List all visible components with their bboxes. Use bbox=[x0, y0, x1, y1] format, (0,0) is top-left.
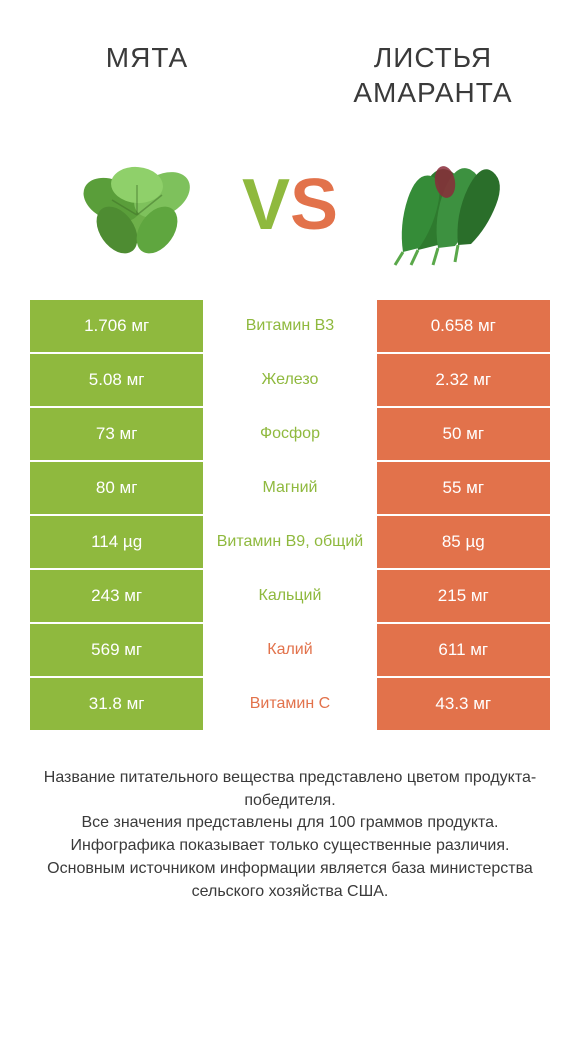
table-row: 31.8 мгВитамин C43.3 мг bbox=[30, 678, 550, 730]
left-value-cell: 114 µg bbox=[30, 516, 203, 568]
right-product-image bbox=[363, 140, 523, 270]
table-row: 80 мгМагний55 мг bbox=[30, 462, 550, 514]
amaranth-icon bbox=[395, 165, 500, 265]
left-value-cell: 243 мг bbox=[30, 570, 203, 622]
right-value-cell: 2.32 мг bbox=[377, 354, 550, 406]
left-value-cell: 31.8 мг bbox=[30, 678, 203, 730]
vs-v-letter: V bbox=[242, 165, 290, 245]
footer-line: Название питательного вещества представл… bbox=[30, 767, 550, 812]
table-row: 114 µgВитамин B9, общий85 µg bbox=[30, 516, 550, 568]
right-value-cell: 43.3 мг bbox=[377, 678, 550, 730]
nutrient-label-cell: Фосфор bbox=[203, 408, 376, 460]
nutrient-label-cell: Витамин B3 bbox=[203, 300, 376, 352]
right-value-cell: 215 мг bbox=[377, 570, 550, 622]
right-value-cell: 55 мг bbox=[377, 462, 550, 514]
left-value-cell: 1.706 мг bbox=[30, 300, 203, 352]
nutrient-label-cell: Кальций bbox=[203, 570, 376, 622]
comparison-table: 1.706 мгВитамин B30.658 мг5.08 мгЖелезо2… bbox=[0, 300, 580, 730]
vs-label: VS bbox=[242, 169, 338, 241]
left-value-cell: 80 мг bbox=[30, 462, 203, 514]
header: МЯТА ЛИСТЬЯ АМАРАНТА bbox=[0, 0, 580, 120]
right-value-cell: 50 мг bbox=[377, 408, 550, 460]
table-row: 73 мгФосфор50 мг bbox=[30, 408, 550, 460]
left-value-cell: 569 мг bbox=[30, 624, 203, 676]
left-value-cell: 73 мг bbox=[30, 408, 203, 460]
vs-row: VS bbox=[0, 120, 580, 300]
nutrient-label-cell: Калий bbox=[203, 624, 376, 676]
footer-line: Инфографика показывает только существенн… bbox=[30, 835, 550, 858]
mint-icon bbox=[76, 163, 198, 261]
nutrient-label-cell: Магний bbox=[203, 462, 376, 514]
left-product-image bbox=[57, 140, 217, 270]
table-row: 243 мгКальций215 мг bbox=[30, 570, 550, 622]
right-value-cell: 611 мг bbox=[377, 624, 550, 676]
left-value-cell: 5.08 мг bbox=[30, 354, 203, 406]
footer-line: Все значения представлены для 100 граммо… bbox=[30, 812, 550, 835]
table-row: 1.706 мгВитамин B30.658 мг bbox=[30, 300, 550, 352]
footer-notes: Название питательного вещества представл… bbox=[0, 732, 580, 903]
nutrient-label-cell: Витамин B9, общий bbox=[203, 516, 376, 568]
table-row: 5.08 мгЖелезо2.32 мг bbox=[30, 354, 550, 406]
table-row: 569 мгКалий611 мг bbox=[30, 624, 550, 676]
right-value-cell: 85 µg bbox=[377, 516, 550, 568]
vs-s-letter: S bbox=[290, 165, 338, 245]
nutrient-label-cell: Железо bbox=[203, 354, 376, 406]
right-product-title: ЛИСТЬЯ АМАРАНТА bbox=[316, 40, 550, 110]
nutrient-label-cell: Витамин C bbox=[203, 678, 376, 730]
left-product-title: МЯТА bbox=[30, 40, 264, 75]
footer-line: Основным источником информации является … bbox=[30, 858, 550, 903]
right-value-cell: 0.658 мг bbox=[377, 300, 550, 352]
